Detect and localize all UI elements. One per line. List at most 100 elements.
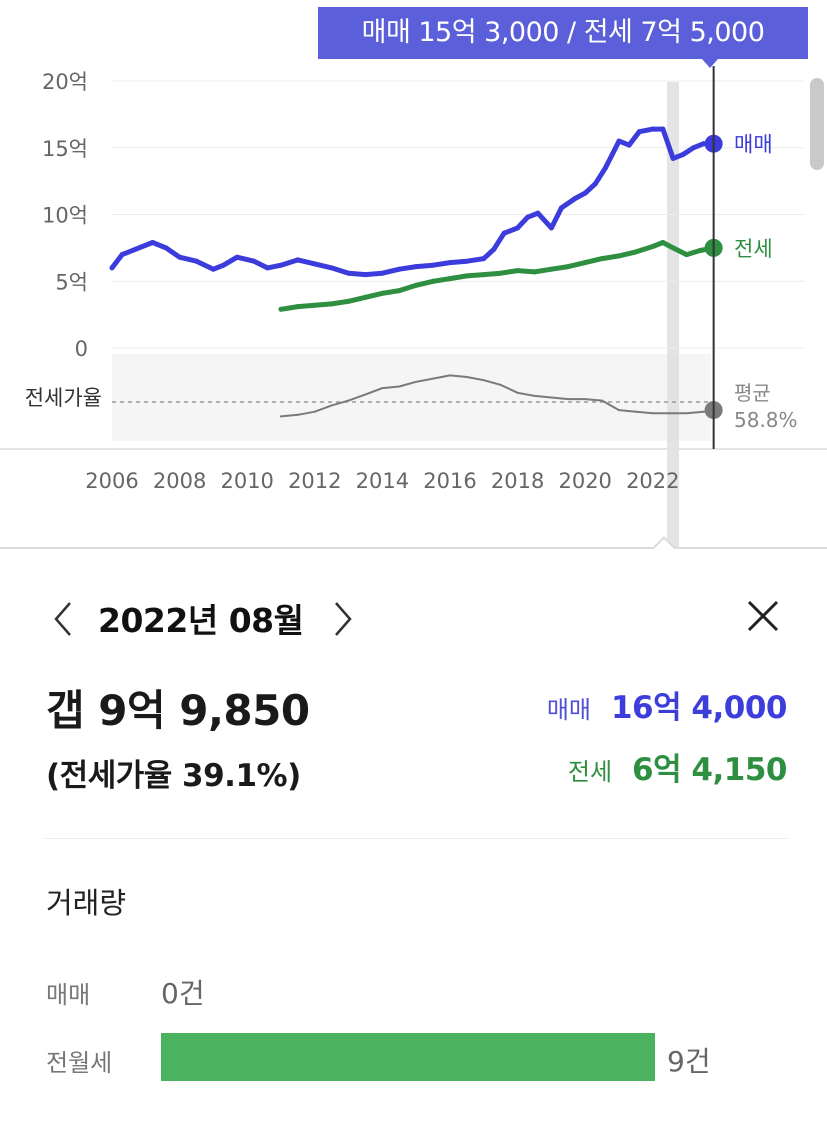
sale-price-point	[481, 256, 487, 262]
jeonse-ratio-point	[432, 377, 435, 380]
sale-price-value: 16억 4,000	[610, 690, 788, 726]
volume-rent-count: 9건	[667, 1045, 711, 1078]
volume-rent-label: 전월세	[46, 1049, 113, 1077]
sale-price-point	[278, 262, 284, 268]
x-tick-label: 2022	[626, 469, 679, 493]
chevron-right-icon	[335, 602, 352, 636]
close-icon	[747, 600, 779, 632]
sale-price-row: 매매 16억 4,000	[546, 682, 788, 727]
volume-sale-count: 0건	[161, 977, 205, 1010]
x-tick-label: 2020	[558, 469, 611, 493]
jeonse-ratio-point	[313, 410, 316, 413]
chevron-left-icon	[54, 602, 71, 636]
x-tick-label: 2010	[220, 469, 273, 493]
rent-price-point	[633, 249, 639, 255]
rent-price-point	[684, 252, 690, 258]
sale-price-point	[650, 126, 656, 132]
rent-price-point	[498, 270, 504, 276]
rent-price-point	[346, 298, 352, 304]
jeonse-ratio-point	[280, 415, 282, 418]
rent-price-point	[447, 276, 453, 282]
jeonse-ratio-point	[567, 398, 570, 401]
sale-price-point	[592, 181, 598, 187]
y-tick-label: 15억	[42, 137, 88, 161]
sale-price-point	[312, 261, 318, 267]
sale-price-point	[210, 266, 216, 272]
sale-price-point	[234, 254, 240, 260]
jeonse-ratio-point	[618, 409, 620, 412]
rent-series-label: 전세	[734, 237, 773, 261]
sale-price-point	[109, 265, 115, 271]
sale-price-point	[264, 265, 270, 271]
sale-price-point	[515, 225, 521, 231]
price-tooltip: 매매 15억 3,000 / 전세 7억 5,000	[318, 7, 808, 59]
sale-price-point	[295, 257, 301, 263]
close-button[interactable]	[742, 595, 784, 637]
rent-price-point	[312, 302, 318, 308]
jeonse-ratio-point	[584, 398, 587, 401]
jeonse-ratio-point	[516, 391, 519, 394]
jeonse-ratio-point	[347, 399, 350, 402]
tooltip-pointer	[702, 59, 718, 68]
sale-price-point	[501, 230, 507, 236]
rent-price-point	[548, 266, 554, 272]
rent-price-value: 6억 4,150	[632, 752, 787, 788]
x-tick-label: 2018	[491, 469, 544, 493]
rent-price-point	[532, 269, 537, 275]
sale-price-point	[413, 264, 419, 270]
jeonse-ratio-point	[634, 410, 637, 413]
price-chart-svg[interactable]: 20억 15억 10억 5억 0 2006 2008 2010 2012 2014 2016 2018…	[0, 0, 827, 548]
sale-price-point	[177, 254, 183, 260]
x-tick-label: 2014	[356, 469, 409, 493]
price-chart[interactable]: 20억 15억 10억 5억 0 2006 2008 2010 2012 2014 2016 2018…	[0, 0, 827, 548]
rent-price-point	[363, 294, 368, 300]
chart-scrollbar[interactable]	[810, 78, 824, 170]
jeonse-ratio-point	[702, 410, 705, 413]
sale-price-line	[109, 126, 717, 278]
selected-month: 2022년 08월	[98, 601, 304, 640]
section-divider	[44, 838, 788, 839]
prev-month-button[interactable]	[46, 597, 82, 641]
next-month-button[interactable]	[326, 597, 362, 641]
sale-price-point	[430, 262, 436, 268]
jeonse-ratio-point	[668, 412, 671, 415]
rent-price-row: 전세 6억 4,150	[567, 744, 788, 789]
sale-price-point	[221, 262, 227, 268]
rent-price-point	[295, 304, 301, 310]
jeonse-ratio-point	[415, 380, 418, 383]
jeonse-ratio-point	[330, 404, 333, 407]
rent-price-point	[329, 301, 335, 307]
y-tick-label: 0	[75, 337, 88, 361]
rent-price-point	[660, 240, 666, 246]
ratio-band	[112, 354, 711, 441]
jeonse-ratio-point	[651, 412, 654, 415]
sale-price-label: 매매	[546, 696, 591, 724]
rent-price-point	[396, 288, 402, 294]
y-tick-label: 10억	[42, 204, 88, 228]
x-tick-label: 2012	[288, 469, 341, 493]
sale-price-point	[660, 126, 666, 132]
sale-series-label: 매매	[734, 133, 773, 157]
sale-price-point	[548, 225, 554, 231]
rent-price-point	[379, 290, 385, 296]
y-tick-label: 5억	[55, 270, 88, 294]
sale-price-point	[346, 270, 352, 276]
jeonse-ratio-point	[398, 385, 401, 388]
sale-price-point	[572, 195, 578, 201]
sale-price-point	[626, 142, 632, 148]
rent-price-point	[278, 306, 284, 312]
rent-price-label: 전세	[567, 758, 613, 786]
sale-price-point	[535, 210, 541, 216]
jeonse-ratio-point	[449, 374, 451, 377]
average-value: 58.8%	[734, 408, 798, 432]
jeonse-ratio-point	[601, 399, 604, 402]
sale-price-point	[447, 260, 453, 266]
jeonse-ratio: (전세가율 39.1%)	[46, 758, 301, 794]
sale-price-point	[690, 145, 696, 151]
sale-price-point	[329, 265, 335, 271]
rent-price-point	[670, 245, 676, 251]
rent-price-line	[278, 240, 717, 312]
jeonse-ratio-point	[533, 394, 536, 397]
x-tick-label: 2016	[423, 469, 476, 493]
sale-price-point	[133, 246, 139, 252]
